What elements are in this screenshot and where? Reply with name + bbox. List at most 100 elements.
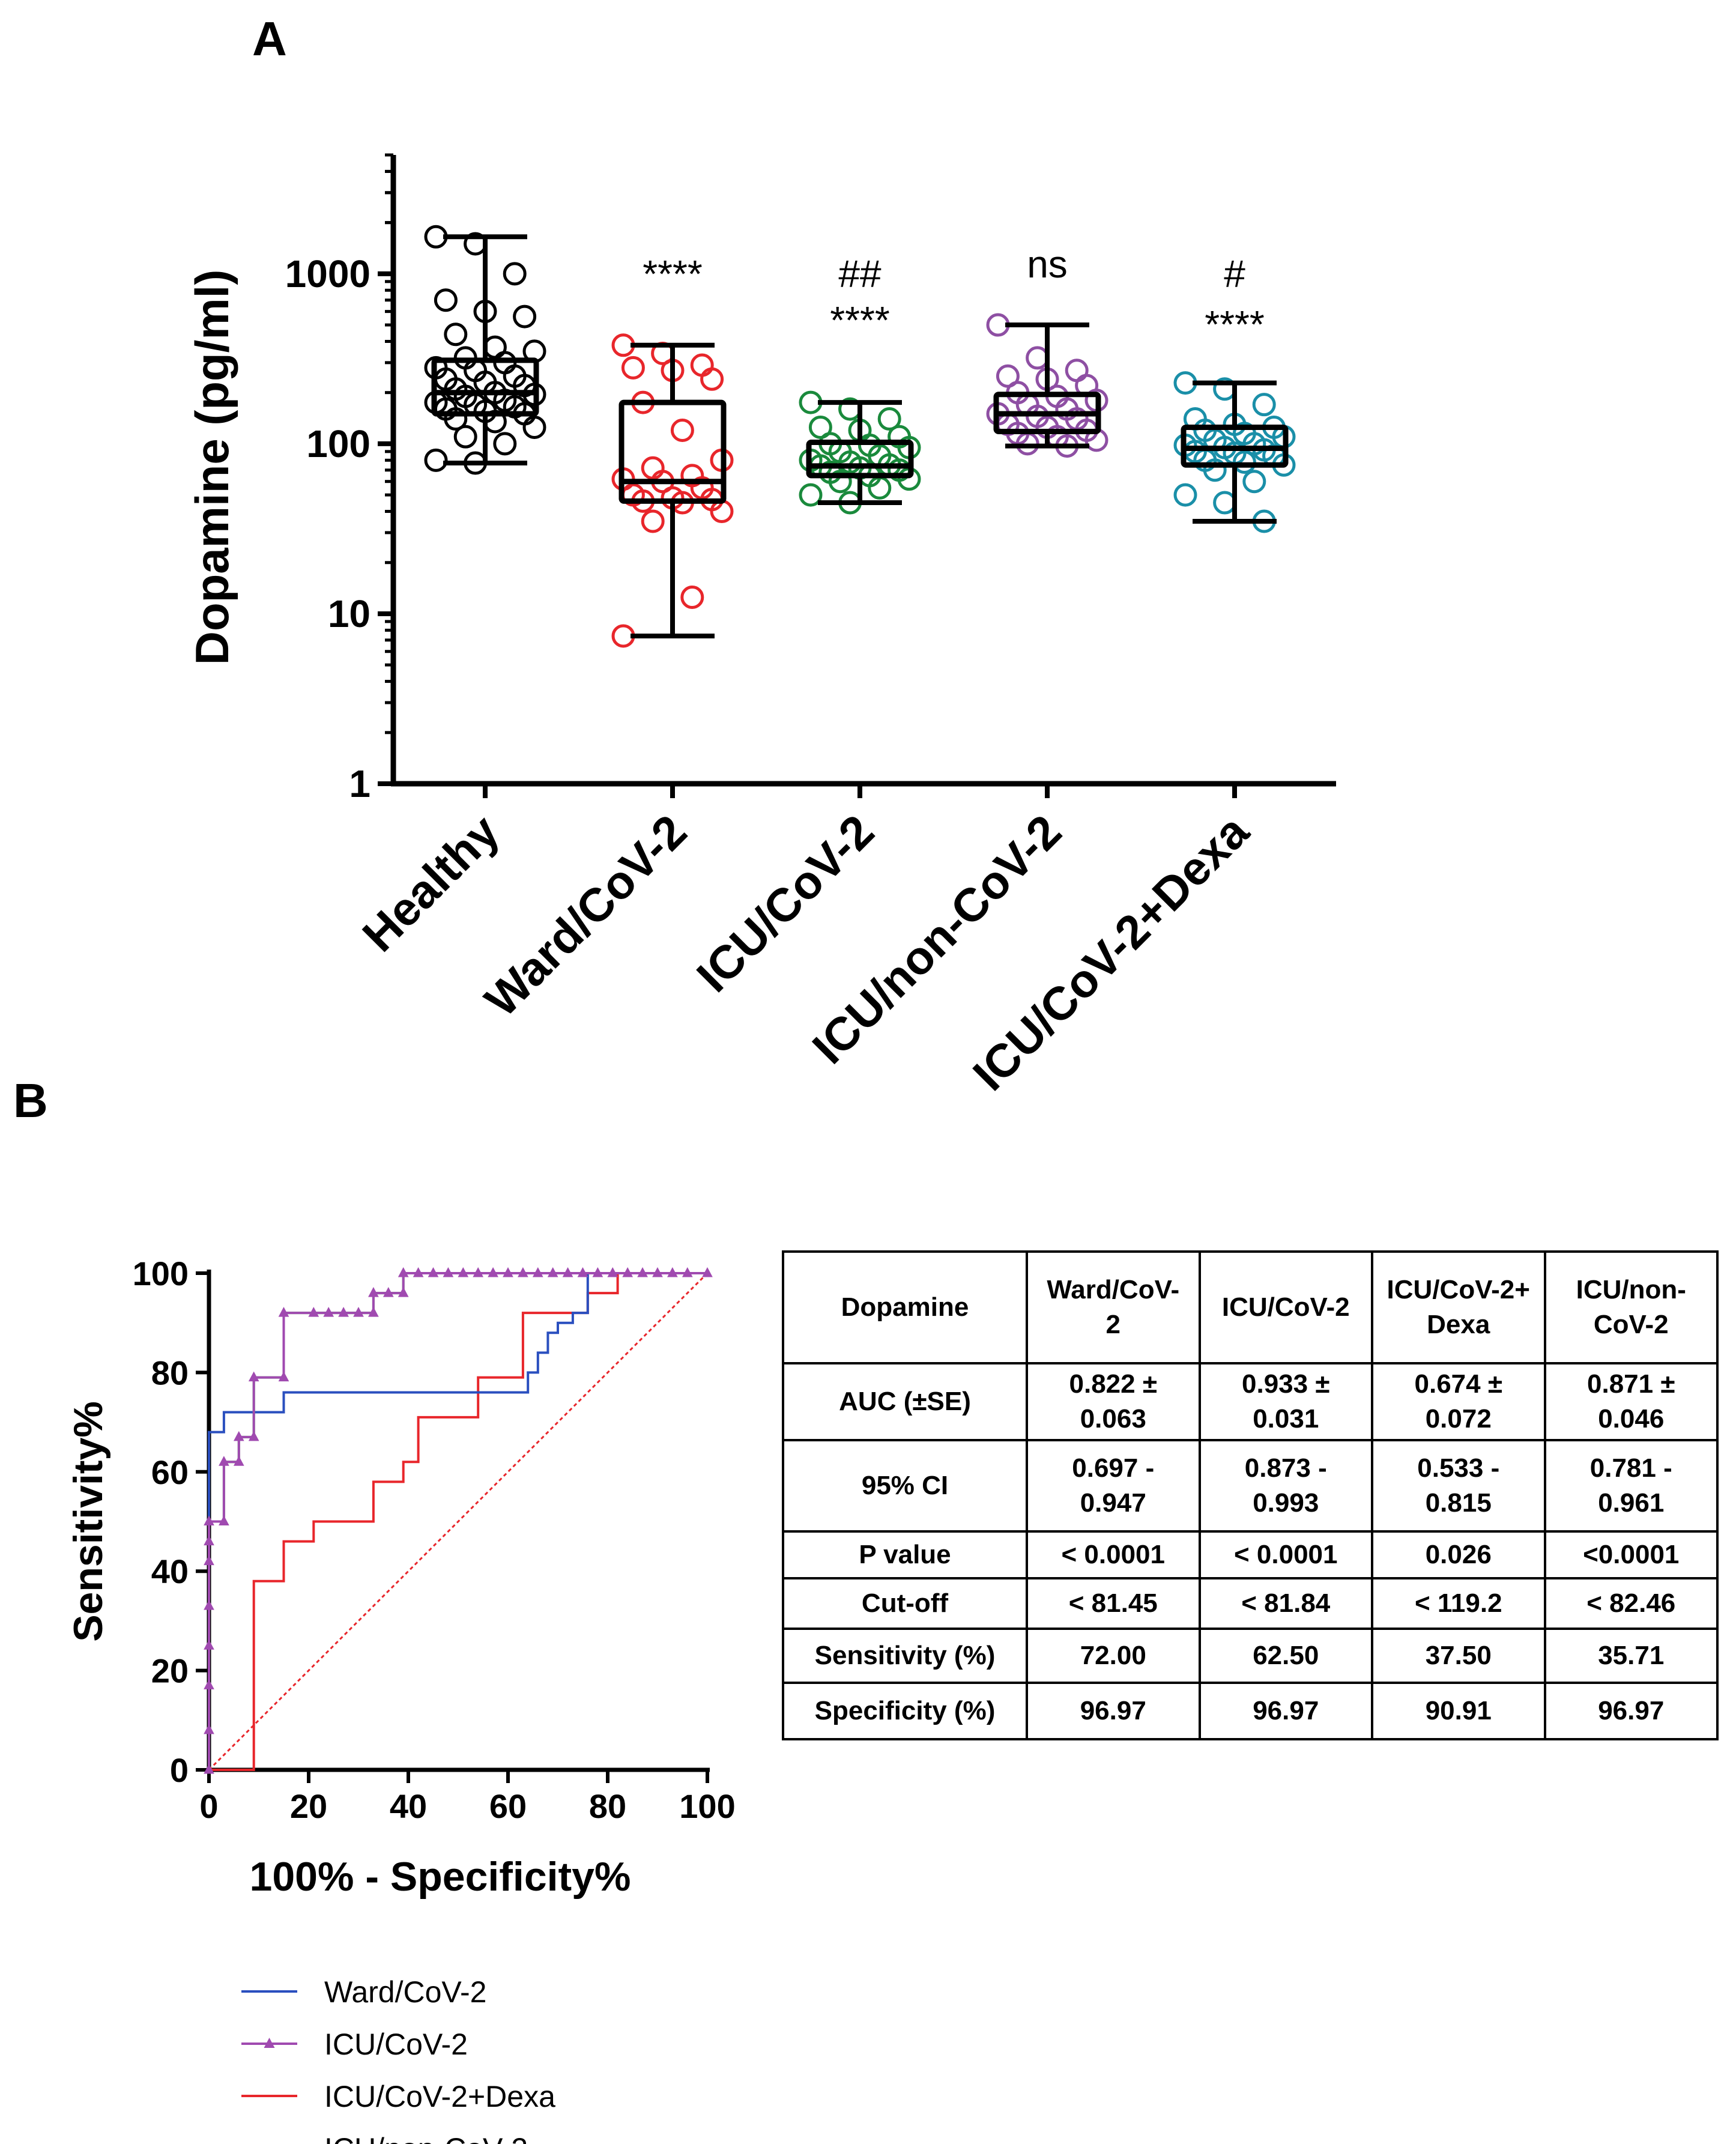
data-point bbox=[1173, 371, 1197, 395]
roc-x-axis-title: 100% - Specificity% bbox=[250, 1854, 631, 1900]
table-row-label: Cut-off bbox=[782, 1577, 1028, 1631]
data-point bbox=[1203, 458, 1227, 482]
roc-marker bbox=[323, 1307, 334, 1317]
y-tick-label: 100 bbox=[306, 422, 370, 465]
table-row: Sensitivity (%) 72.00 62.50 37.50 35.71 bbox=[782, 1628, 1719, 1685]
significance-mark: **** bbox=[643, 252, 703, 295]
roc-x-tick-label: 20 bbox=[290, 1787, 327, 1825]
data-point bbox=[1065, 359, 1089, 383]
roc-marker bbox=[353, 1307, 364, 1317]
data-point bbox=[453, 425, 477, 449]
roc-marker bbox=[458, 1267, 469, 1277]
table-row-label: AUC (±SE) bbox=[782, 1361, 1028, 1442]
data-point bbox=[700, 367, 724, 391]
table-row-label: Sensitivity (%) bbox=[782, 1628, 1028, 1685]
data-point bbox=[444, 407, 468, 431]
box-iqr bbox=[806, 439, 914, 479]
table-cell: 0.674 ±0.072 bbox=[1371, 1361, 1546, 1442]
roc-y-axis-title: Sensitivity% bbox=[65, 1401, 111, 1642]
data-point bbox=[1242, 470, 1266, 494]
table-row: Specificity (%) 96.97 96.97 90.91 96.97 bbox=[782, 1682, 1719, 1741]
roc-marker bbox=[204, 1515, 214, 1525]
x-tick-label: ICU/CoV-2 bbox=[686, 805, 884, 1002]
data-point bbox=[1213, 491, 1237, 515]
roc-marker bbox=[204, 1600, 214, 1610]
roc-x-tick-label: 40 bbox=[390, 1787, 427, 1825]
data-point bbox=[434, 288, 458, 312]
y-tick-label: 10 bbox=[328, 592, 370, 635]
y-tick-label: 1 bbox=[349, 762, 370, 805]
legend-label: Ward/CoV-2 bbox=[324, 1975, 486, 2009]
roc-marker bbox=[219, 1515, 229, 1525]
data-point bbox=[828, 470, 852, 494]
table-cell: ICU/CoV-2+ Dexa bbox=[1371, 1250, 1546, 1364]
data-point bbox=[444, 323, 468, 347]
roc-marker bbox=[338, 1307, 349, 1317]
table-row-label: 95% CI bbox=[782, 1439, 1028, 1533]
roc-x-tick-label: 60 bbox=[489, 1787, 527, 1825]
data-point bbox=[799, 483, 823, 507]
roc-marker bbox=[278, 1371, 289, 1382]
roc-legend: Ward/CoV-2 ICU/CoV-2 ICU/CoV-2+Dexa ICU/non… bbox=[241, 1975, 555, 2144]
table-cell: 0.026 bbox=[1371, 1530, 1546, 1580]
significance-mark: **** bbox=[830, 298, 890, 342]
table-cell: 96.97 bbox=[1026, 1682, 1201, 1741]
significance-mark: # bbox=[1224, 252, 1245, 295]
roc-y-tick-label: 60 bbox=[151, 1453, 189, 1491]
roc-marker bbox=[428, 1267, 439, 1277]
table-cell: 0.697 -0.947 bbox=[1026, 1439, 1201, 1533]
roc-marker bbox=[532, 1267, 543, 1277]
x-tick-label: Healthy bbox=[352, 805, 509, 961]
roc-marker bbox=[233, 1431, 244, 1441]
table-cell: 90.91 bbox=[1371, 1682, 1546, 1741]
table-row: 95% CI 0.697 -0.947 0.873 -0.993 0.533 -0.8… bbox=[782, 1439, 1719, 1533]
roc-marker bbox=[682, 1267, 693, 1277]
table-cell: 62.50 bbox=[1198, 1628, 1373, 1685]
roc-x-tick-label: 100 bbox=[679, 1787, 735, 1825]
data-point bbox=[986, 313, 1010, 337]
table-cell: < 0.0001 bbox=[1198, 1530, 1373, 1580]
roc-y-tick-label: 0 bbox=[170, 1751, 189, 1789]
table-cell: < 0.0001 bbox=[1026, 1530, 1201, 1580]
y-axis-title: Dopamine (pg/ml) bbox=[186, 270, 238, 665]
table-row: Cut-off < 81.45 < 81.84 < 119.2 < 82.46 bbox=[782, 1577, 1719, 1631]
data-point bbox=[513, 304, 537, 329]
roc-marker bbox=[219, 1456, 229, 1466]
roc-marker bbox=[443, 1267, 454, 1277]
data-point bbox=[1026, 346, 1050, 370]
table-cell: ICU/non- CoV-2 bbox=[1543, 1250, 1719, 1364]
roc-marker bbox=[488, 1267, 498, 1277]
significance-mark: ## bbox=[838, 252, 882, 295]
panel-b-label: B bbox=[13, 1074, 48, 1127]
roc-marker bbox=[248, 1431, 259, 1441]
table-row-label: Dopamine bbox=[782, 1250, 1028, 1364]
table-cell: 0.781 -0.961 bbox=[1543, 1439, 1719, 1533]
table-cell: 0.933 ±0.031 bbox=[1198, 1361, 1373, 1442]
roc-marker bbox=[622, 1267, 634, 1277]
data-point bbox=[493, 432, 517, 456]
roc-marker bbox=[547, 1267, 558, 1277]
table-cell: ICU/CoV-2 bbox=[1198, 1250, 1373, 1364]
data-point bbox=[1173, 483, 1197, 507]
roc-y-tick-label: 40 bbox=[151, 1552, 189, 1590]
data-point bbox=[680, 586, 704, 610]
roc-marker bbox=[637, 1267, 648, 1277]
roc-marker bbox=[368, 1287, 379, 1297]
box-iqr bbox=[618, 399, 727, 504]
roc-marker bbox=[308, 1307, 319, 1317]
roc-marker bbox=[577, 1267, 588, 1277]
roc-marker bbox=[204, 1724, 214, 1734]
data-point bbox=[621, 356, 645, 380]
roc-statistics-table: Dopamine Ward/CoV- 2 ICU/CoV-2 ICU/CoV-2+ Dex… bbox=[782, 1250, 1719, 1741]
roc-curve-chart: 0 20 40 60 80 100 0 20 40 60 80 100 100% - Specifici… bbox=[65, 1255, 736, 1900]
table-cell: 35.71 bbox=[1543, 1628, 1719, 1685]
roc-marker bbox=[518, 1267, 528, 1277]
dopamine-box-chart: 1 10 100 1000 Dopamine (pg/ml) HealthyWard/Co… bbox=[186, 153, 1336, 1101]
panel-a-label: A bbox=[252, 12, 287, 65]
x-tick-label: Ward/CoV-2 bbox=[474, 805, 697, 1027]
roc-marker bbox=[248, 1371, 259, 1382]
data-point bbox=[1252, 393, 1276, 417]
legend-label: ICU/CoV-2+Dexa bbox=[324, 2080, 555, 2113]
roc-marker bbox=[204, 1535, 214, 1546]
significance-mark: **** bbox=[1205, 303, 1265, 346]
